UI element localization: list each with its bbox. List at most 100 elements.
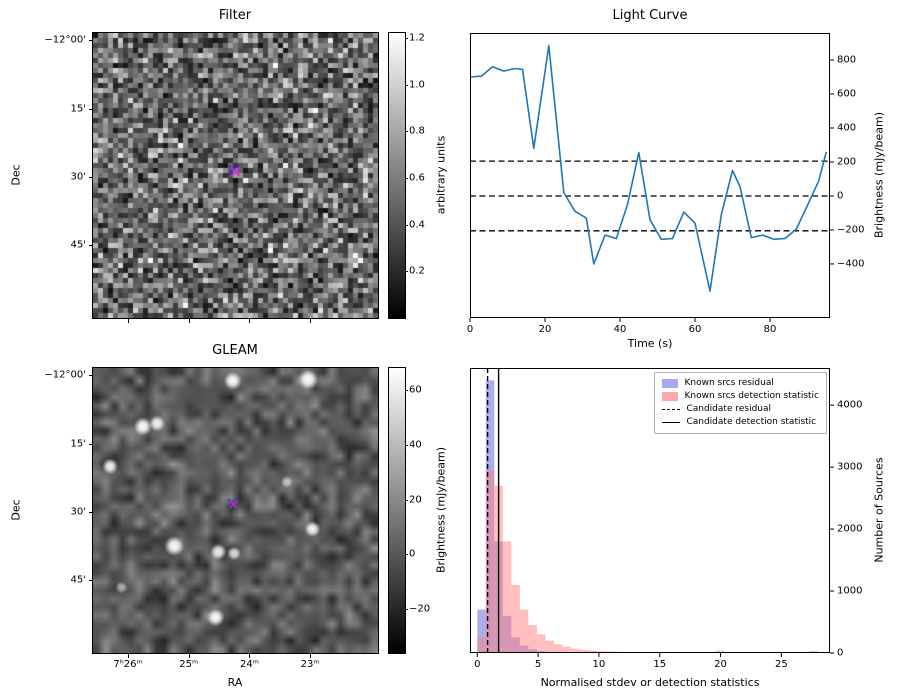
histogram-xtick-label: 20 <box>714 659 727 670</box>
gleam-ytick-label: 15' <box>70 438 86 450</box>
detection-statistic-bar <box>579 649 588 653</box>
residual-patch-swatch <box>662 379 679 388</box>
detection-statistic-bar <box>587 650 597 653</box>
legend-label-candidate-detection-statistic: Candidate detection statistic <box>686 417 817 427</box>
tick-mark <box>249 319 251 323</box>
gleam-panel-title: GLEAM <box>212 343 258 358</box>
detection-statistic-bar <box>570 648 580 653</box>
histogram-xtick-label: 25 <box>774 659 788 670</box>
colorbar-tick-label: 0.8 <box>409 125 425 137</box>
colorbar-tick-label: 1.2 <box>409 32 425 44</box>
legend-label-residual: Known srcs residual <box>684 378 774 388</box>
detection-statistic-bar <box>562 646 571 653</box>
tick-mark <box>405 554 408 556</box>
legend-row: Candidate residual <box>662 403 819 416</box>
tick-mark <box>89 108 93 110</box>
light-curve-panel-title: Light Curve <box>612 8 688 23</box>
light-curve-ytick-label: 0 <box>837 190 844 202</box>
histogram-ytick-label: 2000 <box>837 523 863 535</box>
gleam-ytick-label: 45' <box>70 574 86 586</box>
filter-y-axis-label: Dec <box>9 164 23 186</box>
light-curve-xtick-label: 20 <box>538 324 552 335</box>
dashed-line-swatch <box>662 409 681 410</box>
histogram-ytick-label: 4000 <box>837 399 863 411</box>
tick-mark <box>89 375 93 377</box>
legend-row: Known srcs detection statistic <box>662 390 819 403</box>
gleam-y-axis-label: Dec <box>9 499 23 521</box>
light-curve-y-axis-label: Brightness (mJy/beam) <box>872 111 886 239</box>
colorbar-tick-label: 1.0 <box>409 79 425 91</box>
gleam-xtick-label: 23ᵐ <box>300 659 320 670</box>
gleam-xtick-label: 24ᵐ <box>239 659 259 670</box>
legend-label-candidate-residual: Candidate residual <box>686 404 772 414</box>
light-curve-ytick-label: 600 <box>837 88 857 100</box>
histogram-x-axis-label: Normalised stdev or detection statistics <box>540 676 760 689</box>
light-curve-x-axis-label: Time (s) <box>627 337 673 350</box>
tick-mark <box>188 654 190 658</box>
filter-ytick-label: 15' <box>70 103 86 115</box>
tick-mark <box>405 38 408 40</box>
tick-mark <box>405 178 408 180</box>
filter-ytick-label: 30' <box>70 171 86 183</box>
tick-mark <box>405 271 408 273</box>
gleam-ytick-label: 30' <box>70 506 86 518</box>
gleam-ytick-label: −12°00' <box>44 369 86 381</box>
tick-mark <box>310 319 312 323</box>
light-curve-ytick-label: 800 <box>837 54 857 66</box>
legend-row: Known srcs residual <box>662 377 819 390</box>
tick-mark <box>89 40 93 42</box>
tick-mark <box>128 319 130 323</box>
light-curve-plot <box>469 33 834 322</box>
colorbar-tick-label: 60 <box>409 384 422 396</box>
tick-mark <box>405 131 408 133</box>
residual-bar <box>477 609 486 653</box>
filter-ytick-label: −12°00' <box>44 34 86 46</box>
tick-mark <box>188 319 190 323</box>
tick-mark <box>405 499 408 501</box>
solid-line-swatch <box>662 422 681 423</box>
tick-mark <box>89 176 93 178</box>
tick-mark <box>89 580 93 582</box>
detection-statistic-bar <box>545 640 554 653</box>
filter-ytick-label: 45' <box>70 239 86 251</box>
detection-statistic-bar <box>809 650 818 653</box>
tick-mark <box>405 84 408 86</box>
tick-mark <box>310 654 312 658</box>
detection-statistic-bar <box>502 541 512 653</box>
colorbar-tick-label: 0.2 <box>409 265 425 277</box>
detection-statistic-bar <box>485 470 495 653</box>
colorbar-tick-label: 20 <box>409 494 422 506</box>
tick-mark <box>405 444 408 446</box>
filter-panel-title: Filter <box>218 8 252 23</box>
colorbar-tick-label: −20 <box>409 603 431 615</box>
detection-statistic-bar <box>511 584 520 653</box>
light-curve-line <box>469 44 828 292</box>
tick-mark <box>405 389 408 391</box>
histogram-ytick-label: 3000 <box>837 461 863 473</box>
detection-statistic-bar <box>528 625 537 653</box>
light-curve-ytick-label: 400 <box>837 122 857 134</box>
detection-statistic-bar <box>477 637 486 653</box>
plot-frame <box>470 33 830 318</box>
colorbar-tick-label: 0.4 <box>409 219 425 231</box>
tick-mark <box>249 654 251 658</box>
light-curve-xtick-label: 80 <box>763 324 777 335</box>
histogram-xtick-label: 15 <box>653 659 667 670</box>
detection-statistic-patch-swatch <box>662 392 679 401</box>
tick-mark <box>89 511 93 513</box>
histogram-xtick-label: 10 <box>592 659 606 670</box>
colorbar-tick-label: 40 <box>409 439 422 451</box>
histogram-legend: Known srcs residual Known srcs detection… <box>654 372 827 434</box>
gleam-xtick-label: 7ʰ26ᵐ <box>113 659 143 670</box>
light-curve-xtick-label: 60 <box>688 324 702 335</box>
histogram-xtick-label: 0 <box>474 659 481 670</box>
gleam-xtick-label: 25ᵐ <box>179 659 199 670</box>
filter-colorbar-label: arbitrary units <box>434 135 448 215</box>
histogram-xtick-label: 5 <box>534 659 542 670</box>
colorbar-tick-label: 0.6 <box>409 172 425 184</box>
tick-mark <box>405 609 408 611</box>
gleam-x-axis-label: RA <box>227 676 243 689</box>
light-curve-ytick-label: 200 <box>837 156 857 168</box>
light-curve-xtick-label: 0 <box>466 324 474 335</box>
histogram-y-axis-label: Number of Sources <box>872 457 886 563</box>
